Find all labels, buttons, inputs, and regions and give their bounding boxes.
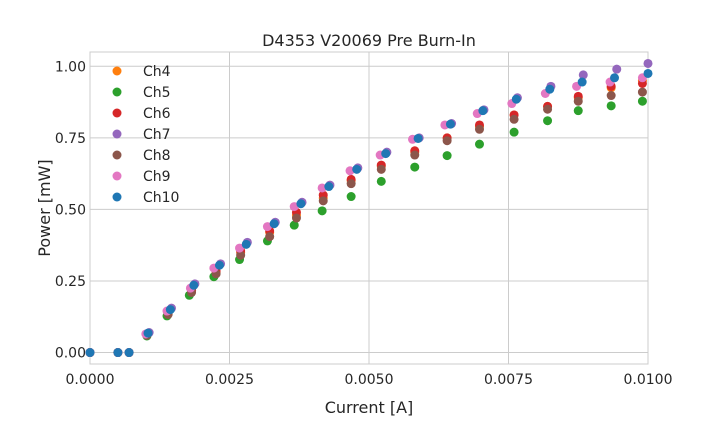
data-point: [318, 196, 328, 206]
data-point: [381, 149, 391, 159]
data-point: [124, 348, 134, 358]
data-point: [214, 260, 224, 270]
data-point: [543, 116, 553, 126]
data-point: [511, 94, 521, 104]
data-point: [610, 73, 620, 83]
data-point: [376, 164, 386, 174]
data-point: [413, 133, 423, 143]
legend-label: Ch9: [143, 169, 171, 185]
data-point: [189, 280, 199, 290]
data-point: [236, 250, 246, 260]
x-tick-label: 0.0075: [484, 372, 533, 388]
legend-marker: [112, 66, 122, 76]
data-point: [143, 328, 153, 338]
x-tick-label: 0.0100: [624, 372, 673, 388]
data-point: [376, 176, 386, 186]
legend-marker: [112, 87, 122, 97]
legend-label: Ch7: [143, 127, 171, 143]
data-point: [410, 150, 420, 160]
data-point: [509, 127, 519, 137]
data-point: [113, 348, 123, 358]
data-point: [85, 348, 95, 358]
data-point: [577, 77, 587, 87]
y-axis-title: Power [mW]: [35, 159, 54, 256]
y-tick-label: 0.00: [55, 346, 86, 362]
data-point: [643, 68, 653, 78]
data-point: [442, 151, 452, 161]
data-point: [445, 119, 455, 129]
data-point: [296, 199, 306, 209]
data-point: [317, 183, 327, 193]
y-tick-label: 1.00: [55, 59, 86, 75]
legend-label: Ch8: [143, 148, 171, 164]
x-tick-labels: 0.0000 0.0025 0.0050 0.0075 0.0100: [66, 372, 673, 388]
data-point: [352, 164, 362, 174]
data-point: [265, 232, 275, 242]
legend-marker: [112, 171, 122, 181]
x-axis-title: Current [A]: [325, 398, 414, 417]
legend-marker: [112, 192, 122, 202]
data-point: [573, 96, 583, 106]
data-point: [643, 58, 653, 68]
data-point: [410, 162, 420, 172]
data-point: [474, 124, 484, 134]
data-point: [606, 91, 616, 101]
legend-label: Ch5: [143, 85, 171, 101]
data-point: [235, 243, 245, 253]
y-tick-label: 0.75: [55, 131, 86, 147]
grid-lines: [89, 52, 649, 364]
data-point: [291, 213, 301, 223]
data-point: [509, 114, 519, 124]
legend-marker: [112, 150, 122, 160]
y-tick-label: 0.25: [55, 274, 86, 290]
data-point: [637, 96, 647, 106]
data-point: [545, 84, 555, 94]
data-point: [241, 239, 251, 249]
data-point: [578, 70, 588, 80]
x-tick-label: 0.0025: [205, 372, 254, 388]
y-tick-label: 0.50: [55, 202, 86, 218]
data-point: [346, 179, 356, 189]
data-point: [637, 87, 647, 97]
x-tick-label: 0.0050: [345, 372, 394, 388]
y-tick-labels: 0.00 0.25 0.50 0.75 1.00: [55, 59, 86, 361]
data-point: [606, 101, 616, 111]
data-point: [543, 104, 553, 114]
legend-label: Ch10: [143, 190, 179, 206]
data-point: [478, 106, 488, 116]
data-point: [573, 106, 583, 116]
data-point: [289, 220, 299, 230]
data-point: [324, 182, 334, 192]
x-tick-label: 0.0000: [66, 372, 115, 388]
data-point: [474, 139, 484, 149]
data-point: [269, 219, 279, 229]
legend-marker: [112, 108, 122, 118]
legend-marker: [112, 129, 122, 139]
chart-title: D4353 V20069 Pre Burn-In: [262, 31, 476, 50]
data-point: [346, 192, 356, 202]
data-point: [345, 166, 355, 176]
legend-label: Ch4: [143, 64, 171, 80]
data-point: [442, 136, 452, 146]
data-point: [317, 206, 327, 216]
legend-label: Ch6: [143, 106, 171, 122]
data-point: [612, 64, 622, 74]
data-points: [85, 58, 653, 358]
data-point: [165, 305, 175, 315]
series-ch10: [85, 68, 653, 358]
legend: Ch4 Ch5 Ch6 Ch7 Ch8 Ch9 Ch10: [112, 64, 179, 206]
